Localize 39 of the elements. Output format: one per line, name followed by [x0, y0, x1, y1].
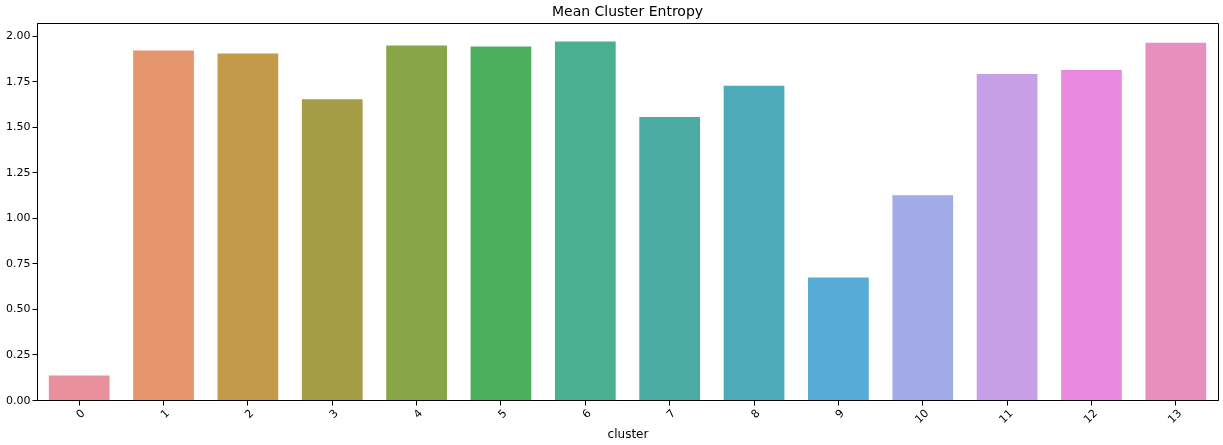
bar: [723, 85, 785, 400]
x-tick-label: 8: [748, 406, 763, 421]
x-tick-label: 6: [579, 406, 594, 421]
bar: [808, 277, 869, 400]
bar: [976, 74, 1038, 400]
bar: [1061, 69, 1122, 400]
bar: [48, 375, 110, 400]
x-axis-title: cluster: [607, 427, 649, 442]
x-tick-label: 1: [157, 406, 173, 421]
bar: [892, 195, 954, 400]
y-tick-label: 1.25: [6, 165, 31, 179]
x-tick-label: 7: [664, 406, 679, 421]
y-tick-label: 1.75: [6, 74, 31, 88]
bar: [133, 50, 194, 400]
bar: [1145, 42, 1207, 400]
x-tick-label: 5: [495, 406, 510, 421]
chart-title: Mean Cluster Entropy: [551, 3, 704, 19]
x-tick-label: 9: [832, 406, 847, 421]
bar: [386, 45, 447, 400]
y-tick-label: 1.50: [6, 120, 31, 134]
x-tick-label: 10: [912, 406, 932, 426]
x-tick-label: 4: [410, 406, 426, 421]
x-tick-label: 3: [326, 406, 341, 421]
bar: [301, 99, 363, 400]
bar: [470, 46, 532, 400]
x-tick-label: 13: [1165, 406, 1185, 426]
bar: [639, 116, 701, 400]
y-tick-label: 0.00: [6, 393, 31, 407]
y-tick-label: 2.00: [6, 29, 31, 43]
bar: [217, 53, 279, 400]
bar: [554, 41, 616, 400]
y-tick-label: 0.50: [6, 302, 31, 316]
y-tick-label: 1.00: [6, 211, 31, 225]
x-tick-label: 0: [73, 406, 88, 421]
x-tick-label: 12: [1080, 406, 1100, 426]
y-tick-label: 0.25: [6, 347, 31, 361]
x-tick-label: 11: [996, 406, 1016, 426]
y-tick-label: 0.75: [6, 256, 31, 270]
x-tick-label: 2: [242, 406, 257, 421]
